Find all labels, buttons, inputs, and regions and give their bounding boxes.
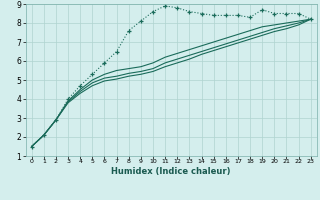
X-axis label: Humidex (Indice chaleur): Humidex (Indice chaleur) xyxy=(111,167,231,176)
